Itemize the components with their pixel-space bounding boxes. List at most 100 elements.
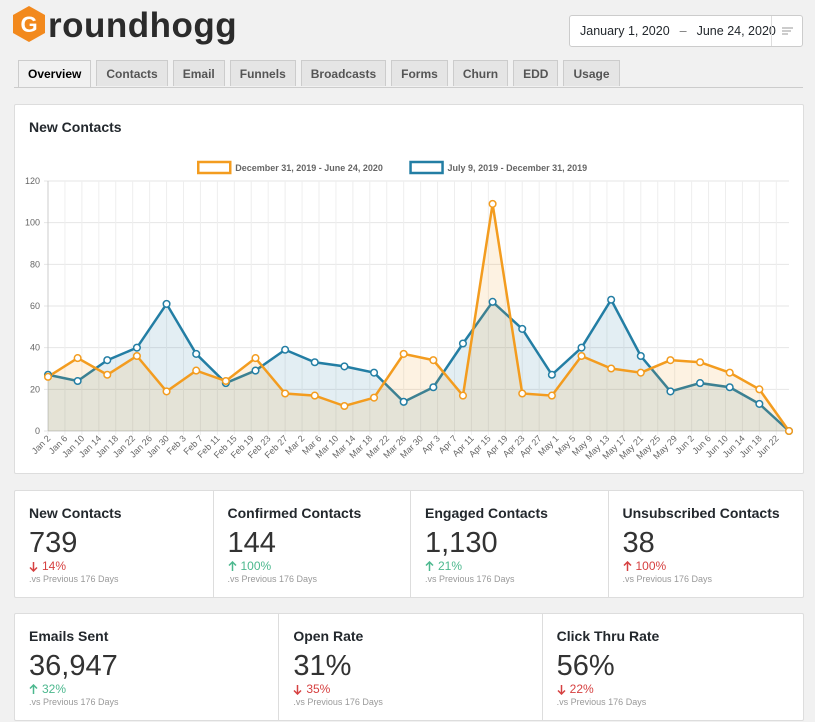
stat-value: 36,947 bbox=[29, 650, 118, 682]
stat-change-value: 22% bbox=[569, 682, 594, 696]
chart-panel bbox=[14, 104, 804, 474]
point bbox=[607, 364, 616, 373]
stat-change-value: 100% bbox=[240, 559, 272, 573]
point bbox=[696, 358, 705, 367]
point bbox=[636, 351, 645, 361]
stat-change: 22% bbox=[557, 682, 594, 696]
point bbox=[577, 343, 586, 352]
date-range[interactable]: January 1, 2020 – June 24, 2020 bbox=[569, 15, 803, 47]
stat-label: New Contacts bbox=[29, 505, 122, 521]
point bbox=[488, 199, 497, 208]
change-arrow bbox=[293, 684, 302, 695]
point bbox=[784, 426, 794, 436]
stat-note: .vs Previous 176 Days bbox=[227, 574, 318, 584]
stat-card: Engaged Contacts 1,130 21% .vs Previous 176… bbox=[410, 491, 609, 597]
point bbox=[547, 391, 556, 400]
tab[interactable]: Churn bbox=[452, 60, 509, 86]
point bbox=[73, 376, 82, 386]
stat-note: .vs Previous 176 Days bbox=[29, 697, 119, 707]
point bbox=[458, 391, 468, 400]
tab[interactable]: Email bbox=[172, 60, 225, 86]
point bbox=[73, 354, 82, 363]
stat-note: .vs Previous 176 Days bbox=[622, 574, 713, 584]
stat-change: 14% bbox=[29, 559, 66, 573]
stat-value: 739 bbox=[29, 527, 78, 559]
stat-label: Confirmed Contacts bbox=[227, 505, 362, 521]
tab[interactable]: Usage bbox=[563, 60, 620, 86]
stat-card: Click Thru Rate 56% 22% .vs Previous 176 Da… bbox=[541, 614, 806, 720]
stat-note: .vs Previous 176 Days bbox=[556, 697, 647, 707]
point bbox=[132, 351, 141, 361]
y-tick-label: 120 bbox=[25, 176, 40, 186]
point bbox=[607, 295, 616, 304]
point bbox=[725, 368, 734, 377]
stat-value: 31% bbox=[293, 650, 352, 682]
tab[interactable]: Forms bbox=[391, 60, 448, 86]
chart-title: New Contacts bbox=[29, 119, 122, 135]
stat-value: 56% bbox=[556, 650, 615, 682]
change-arrow bbox=[425, 560, 434, 571]
stat-value: 144 bbox=[227, 527, 276, 559]
point bbox=[518, 389, 527, 398]
tab[interactable]: Funnels bbox=[229, 60, 296, 86]
stat-label: Open Rate bbox=[293, 628, 364, 644]
point bbox=[251, 354, 260, 363]
date-start: January 1, 2020 bbox=[580, 24, 670, 38]
stat-change-value: 14% bbox=[42, 559, 67, 573]
stat-note: .vs Previous 176 Days bbox=[29, 574, 119, 584]
legend-swatch bbox=[409, 160, 444, 175]
tab[interactable]: Overview bbox=[18, 60, 92, 88]
stats-panel: New Contacts 739 14% .vs Previous 176 Days C… bbox=[14, 490, 804, 598]
stat-change: 35% bbox=[293, 682, 330, 696]
point bbox=[132, 343, 141, 352]
y-tick-label: 0 bbox=[35, 426, 40, 436]
stats-panel: Emails Sent 36,947 32% .vs Previous 176 Day… bbox=[14, 613, 804, 721]
point bbox=[340, 362, 349, 371]
logo-icon: G bbox=[13, 6, 45, 42]
stat-note: .vs Previous 176 Days bbox=[293, 697, 383, 707]
stat-card: Open Rate 31% 35% .vs Previous 176 Days bbox=[278, 614, 542, 720]
stat-value: 1,130 bbox=[425, 527, 498, 559]
point bbox=[251, 366, 260, 375]
point bbox=[281, 389, 290, 398]
point bbox=[755, 399, 764, 408]
change-arrow bbox=[622, 560, 632, 571]
point bbox=[725, 383, 734, 392]
stat-change-value: 21% bbox=[438, 559, 463, 573]
stat-label: Click Thru Rate bbox=[556, 628, 660, 644]
change-arrow bbox=[29, 561, 38, 572]
tab[interactable]: Contacts bbox=[96, 60, 168, 86]
tabs: Overview Contacts Email Funnels Broadcasts Fo… bbox=[18, 60, 620, 88]
stat-change-value: 100% bbox=[635, 559, 667, 573]
point bbox=[429, 383, 438, 392]
y-tick-label: 100 bbox=[25, 218, 40, 228]
stat-change-value: 35% bbox=[306, 682, 331, 696]
tab[interactable]: EDD bbox=[513, 60, 559, 86]
stat-change: 21% bbox=[425, 559, 462, 573]
tab-divider bbox=[14, 87, 803, 88]
point bbox=[162, 299, 171, 308]
legend-label: December 31, 2019 - June 24, 2020 bbox=[235, 163, 383, 173]
point bbox=[636, 368, 645, 377]
stat-change: 100% bbox=[227, 559, 272, 573]
date-separator: – bbox=[679, 24, 687, 38]
date-end: June 24, 2020 bbox=[696, 24, 776, 38]
tab[interactable]: Broadcasts bbox=[300, 60, 387, 86]
point bbox=[369, 393, 379, 402]
stat-card: Emails Sent 36,947 32% .vs Previous 176 Day… bbox=[15, 614, 278, 720]
change-arrow bbox=[227, 560, 237, 571]
area-fill bbox=[48, 299, 789, 431]
point bbox=[103, 370, 112, 379]
point bbox=[369, 368, 379, 377]
date-menu-icon[interactable] bbox=[771, 16, 802, 46]
point bbox=[518, 324, 527, 333]
line bbox=[47, 203, 791, 432]
stat-card: Confirmed Contacts 144 100% .vs Previous 17… bbox=[212, 491, 412, 597]
legend-label: July 9, 2019 - December 31, 2019 bbox=[448, 163, 588, 173]
point bbox=[666, 387, 675, 396]
point bbox=[399, 349, 408, 358]
y-tick-label: 20 bbox=[30, 384, 40, 394]
point bbox=[281, 345, 290, 354]
